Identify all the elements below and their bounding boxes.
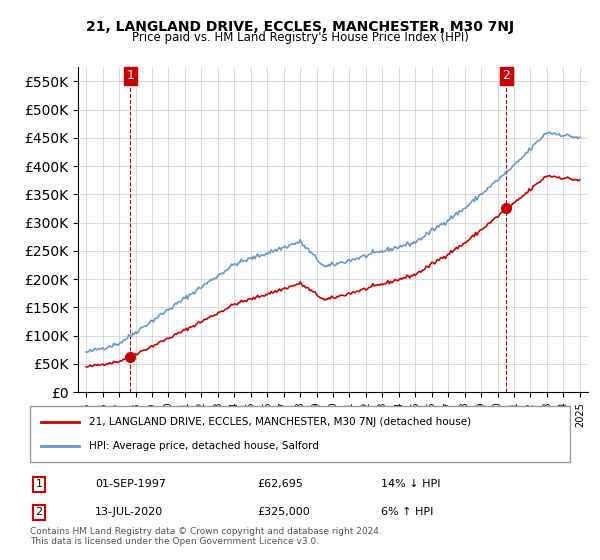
FancyBboxPatch shape xyxy=(30,406,570,462)
Text: 2: 2 xyxy=(502,69,510,82)
Text: 01-SEP-1997: 01-SEP-1997 xyxy=(95,479,166,489)
Text: 1: 1 xyxy=(35,479,43,489)
Text: Contains HM Land Registry data © Crown copyright and database right 2024.
This d: Contains HM Land Registry data © Crown c… xyxy=(30,526,382,546)
Text: 14% ↓ HPI: 14% ↓ HPI xyxy=(381,479,440,489)
Text: HPI: Average price, detached house, Salford: HPI: Average price, detached house, Salf… xyxy=(89,441,319,451)
Text: Price paid vs. HM Land Registry's House Price Index (HPI): Price paid vs. HM Land Registry's House … xyxy=(131,31,469,44)
Text: 6% ↑ HPI: 6% ↑ HPI xyxy=(381,507,433,517)
Text: £325,000: £325,000 xyxy=(257,507,310,517)
Text: 21, LANGLAND DRIVE, ECCLES, MANCHESTER, M30 7NJ: 21, LANGLAND DRIVE, ECCLES, MANCHESTER, … xyxy=(86,20,514,34)
Text: 13-JUL-2020: 13-JUL-2020 xyxy=(95,507,163,517)
Text: 21, LANGLAND DRIVE, ECCLES, MANCHESTER, M30 7NJ (detached house): 21, LANGLAND DRIVE, ECCLES, MANCHESTER, … xyxy=(89,417,472,427)
Text: 1: 1 xyxy=(126,69,134,82)
Text: 2: 2 xyxy=(35,507,43,517)
Text: £62,695: £62,695 xyxy=(257,479,302,489)
